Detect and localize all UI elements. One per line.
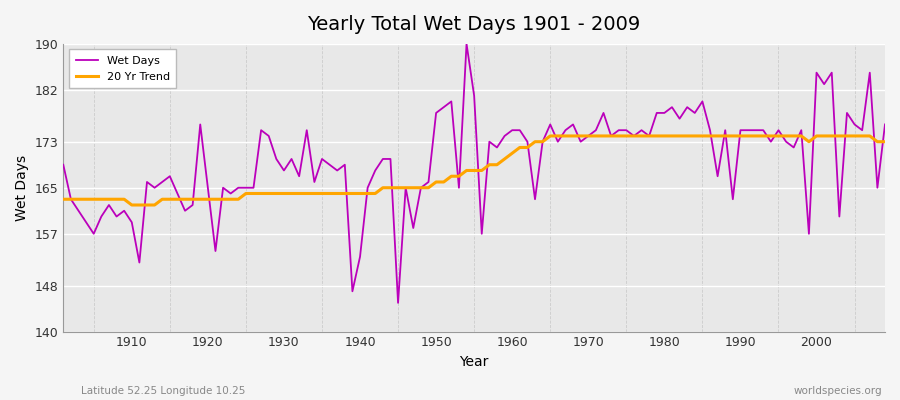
Line: 20 Yr Trend: 20 Yr Trend: [63, 136, 885, 205]
Wet Days: [332, 168, 343, 173]
Y-axis label: Wet Days: Wet Days: [15, 155, 29, 221]
Line: Wet Days: Wet Days: [63, 44, 885, 303]
20 Yr Trend: [613, 134, 624, 138]
20 Yr Trend: [339, 191, 350, 196]
Text: worldspecies.org: worldspecies.org: [794, 386, 882, 396]
Legend: Wet Days, 20 Yr Trend: Wet Days, 20 Yr Trend: [68, 50, 176, 88]
Wet Days: [522, 139, 533, 144]
Wet Days: [58, 162, 68, 167]
Wet Days: [286, 156, 297, 161]
Wet Days: [613, 128, 624, 132]
Title: Yearly Total Wet Days 1901 - 2009: Yearly Total Wet Days 1901 - 2009: [308, 15, 641, 34]
20 Yr Trend: [544, 134, 555, 138]
20 Yr Trend: [119, 197, 130, 202]
20 Yr Trend: [879, 139, 890, 144]
Wet Days: [515, 128, 526, 132]
20 Yr Trend: [507, 151, 517, 156]
20 Yr Trend: [126, 202, 137, 207]
Wet Days: [119, 208, 130, 213]
X-axis label: Year: Year: [460, 355, 489, 369]
20 Yr Trend: [58, 197, 68, 202]
Wet Days: [461, 42, 472, 46]
Wet Days: [879, 122, 890, 127]
Wet Days: [392, 300, 403, 305]
20 Yr Trend: [293, 191, 304, 196]
Text: Latitude 52.25 Longitude 10.25: Latitude 52.25 Longitude 10.25: [81, 386, 246, 396]
20 Yr Trend: [515, 145, 526, 150]
